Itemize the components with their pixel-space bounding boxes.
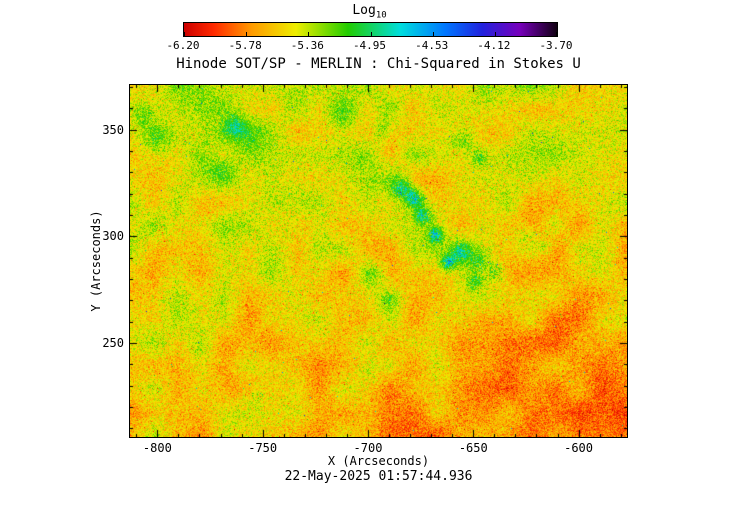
colorbar-tick-mark (556, 32, 557, 36)
x-tick-label: -750 (248, 441, 278, 455)
colorbar-scale-label: Log10 (183, 3, 556, 21)
colorbar-tick-label: -4.53 (415, 39, 449, 52)
colorbar-tick-label: -5.36 (290, 39, 324, 52)
colorbar (183, 22, 558, 37)
colorbar-tick-mark (371, 32, 372, 36)
colorbar-tick-label: -4.12 (477, 39, 511, 52)
colorbar-scale-label-subscript: 10 (375, 10, 387, 21)
y-axis-label: Y (Arcseconds) (89, 210, 103, 312)
colorbar-tick-mark (308, 32, 309, 36)
timestamp: 22-May-2025 01:57:44.936 (284, 469, 473, 484)
x-axis-label: X (Arcseconds) (327, 454, 430, 468)
y-tick-label: 350 (102, 122, 124, 137)
colorbar-tick-mark (246, 32, 247, 36)
heatmap-canvas (130, 85, 627, 437)
x-tick-label: -650 (458, 441, 488, 455)
x-tick-label: -700 (353, 441, 383, 455)
x-tick-label: -800 (142, 441, 172, 455)
colorbar-scale-label-text: Log (352, 3, 376, 18)
colorbar-tick-mark (184, 32, 185, 36)
colorbar-tick-mark (433, 32, 434, 36)
colorbar-tick-label: -3.70 (539, 39, 573, 52)
colorbar-tick-mark (495, 32, 496, 36)
colorbar-tick-label: -5.78 (228, 39, 262, 52)
y-tick-label: 250 (102, 336, 124, 351)
colorbar-tick-label: -4.95 (352, 39, 387, 52)
y-tick-label: 300 (102, 229, 124, 244)
plot-title: Hinode SOT/SP - MERLIN : Chi-Squared in … (176, 56, 581, 72)
x-tick-label: -600 (564, 441, 594, 455)
plot-frame (129, 84, 628, 438)
colorbar-tick-label: -6.20 (166, 39, 200, 52)
